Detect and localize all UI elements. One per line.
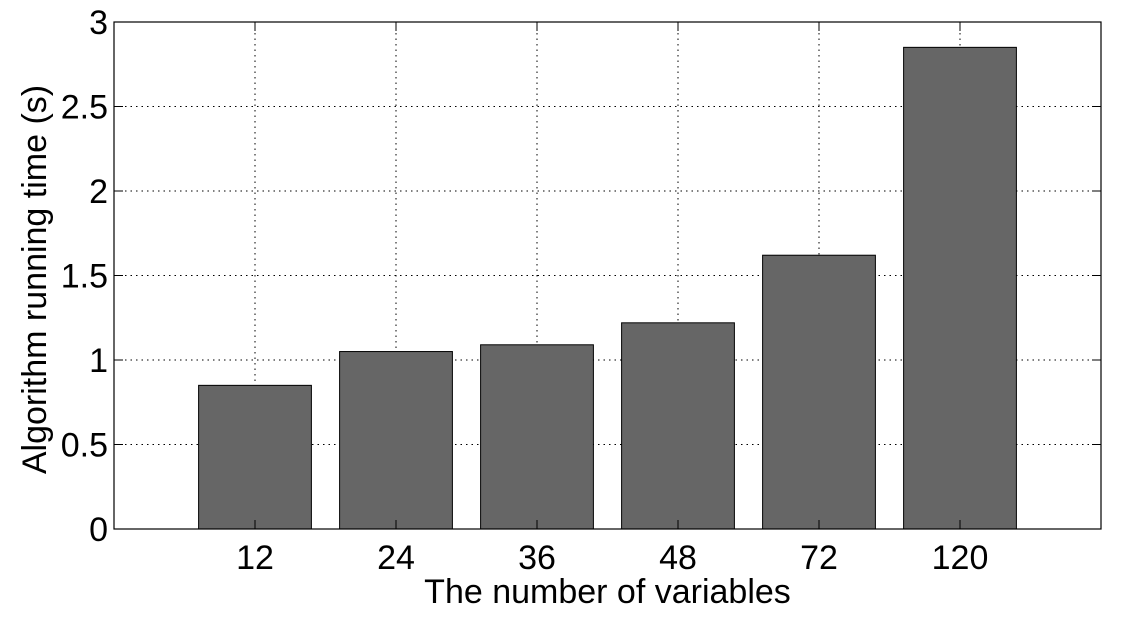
y-tick-labels: 0 0.5 1 1.5 2 2.5 3 xyxy=(61,4,108,549)
x-tick-label: 72 xyxy=(800,539,838,577)
bar-72 xyxy=(762,254,876,530)
y-tick-label: 2.5 xyxy=(61,89,108,127)
x-tick-label: 36 xyxy=(518,539,556,577)
bar-36 xyxy=(480,344,594,530)
bar-24 xyxy=(339,351,453,530)
bar-12 xyxy=(198,384,312,530)
x-tick-label: 48 xyxy=(659,539,697,577)
y-tick-label: 1.5 xyxy=(61,258,108,296)
x-tick-labels: 12 24 36 48 72 120 xyxy=(236,539,988,577)
bar-120 xyxy=(903,46,1017,530)
bar-48 xyxy=(621,322,735,530)
x-tick-label: 12 xyxy=(236,539,274,577)
x-tick-label: 120 xyxy=(932,539,989,577)
y-tick-label: 2 xyxy=(89,173,108,211)
y-tick-label: 1 xyxy=(89,342,108,380)
y-tick-label: 0 xyxy=(89,511,108,549)
tick-marks xyxy=(114,21,1101,530)
x-axis-label: The number of variables xyxy=(424,573,791,611)
y-tick-label: 0.5 xyxy=(61,427,108,465)
x-tick-label: 24 xyxy=(377,539,415,577)
y-axis-label: Algorithm running time (s) xyxy=(16,85,54,474)
y-tick-label: 3 xyxy=(89,4,108,42)
bars xyxy=(198,46,1017,530)
